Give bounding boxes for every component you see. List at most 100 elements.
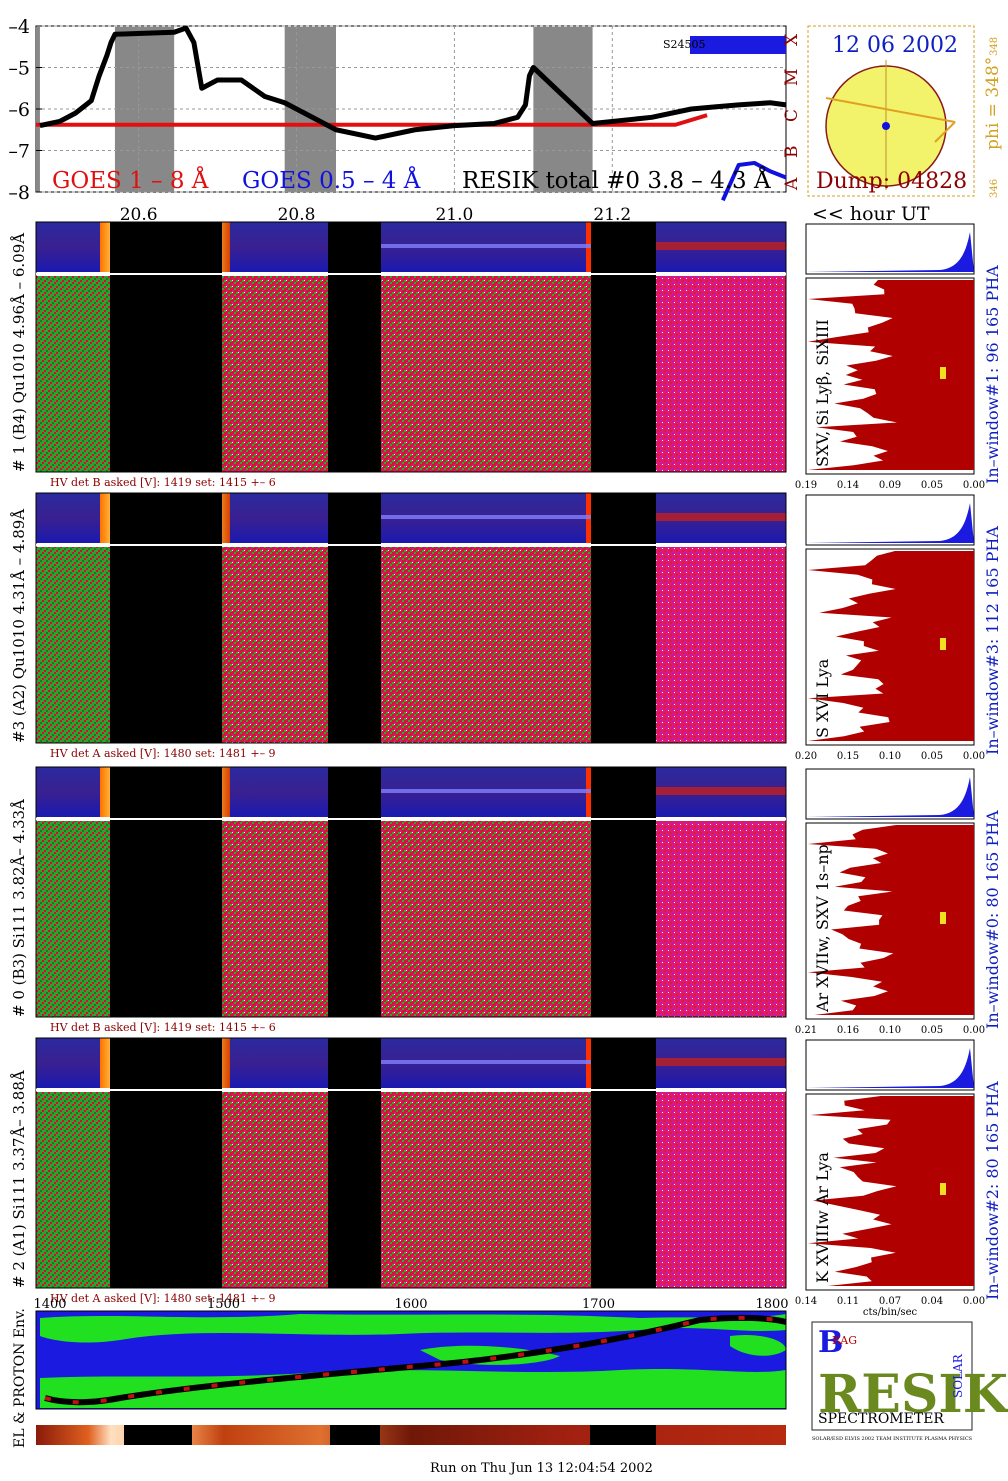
- class-a: A: [782, 177, 802, 191]
- header-line-2: [381, 1060, 591, 1064]
- data-gap-0: [110, 493, 222, 743]
- spectrogram-region-3: [656, 276, 786, 472]
- spacecraft-dot: [882, 122, 890, 130]
- data-gap-2: [591, 222, 656, 472]
- pha-tick-label-2: 0.10: [879, 751, 901, 762]
- pha-tick-label-4: 0.00: [963, 751, 985, 762]
- spectrogram-region-0: [36, 821, 110, 1017]
- line-label: SXV, Si Lyβ, SiXIII: [813, 319, 832, 467]
- pha-header-frame: [805, 768, 975, 820]
- pha-tick-label-3: 0.05: [921, 751, 943, 762]
- hv-label: HV det A asked [V]: 1480 set: 1481 +– 9: [50, 747, 276, 760]
- pha-tick-label-2: 0.09: [879, 480, 901, 491]
- spectrogram-region-2: [381, 547, 591, 743]
- count-band-gap-2: [330, 1425, 380, 1445]
- pha-fill: [808, 1096, 974, 1286]
- pha-tick-label-0: 0.19: [795, 480, 817, 491]
- logo-small-left: B: [818, 1325, 843, 1360]
- data-gap-1: [328, 493, 381, 743]
- phi-arrow: [825, 97, 956, 123]
- phi-small-a: 348: [989, 37, 1000, 56]
- data-gap-2: [591, 1038, 656, 1288]
- header-line-1: [656, 513, 786, 521]
- pha-tick-label-3: 0.05: [921, 480, 943, 491]
- data-gap-2: [591, 493, 656, 743]
- panel-frame: [35, 1037, 787, 1289]
- logo-small-tag: RAG: [832, 1334, 857, 1347]
- spectrogram-region-1: [222, 1092, 328, 1288]
- logo-solar: SOLAR: [951, 1353, 965, 1398]
- pha-tick-label-1: 0.11: [837, 1296, 859, 1307]
- data-gap-1: [328, 767, 381, 1017]
- pha-tick-label-1: 0.16: [837, 1025, 859, 1036]
- pha-tick-label-0: 0.21: [795, 1025, 817, 1036]
- class-x: X: [782, 33, 802, 46]
- date-label: 12 06 2002: [832, 33, 958, 58]
- data-gap-2: [591, 767, 656, 1017]
- window-label: In–window#1: 96 165 PHA: [983, 265, 1002, 484]
- panel-2: HV det A asked [V]: 1480 set: 1481 +– 9 #…: [10, 1037, 1002, 1318]
- pha-tick-label-4: 0.00: [963, 1296, 985, 1307]
- line-label: S XVI Lya: [813, 658, 832, 738]
- lightcurve-y-ticks: –4 –5 –6 –7 –8: [8, 16, 42, 204]
- series-line-1: [721, 160, 787, 202]
- legend-goes-long: GOES 1 – 8 Å: [52, 166, 209, 194]
- env-x-tick-label-2: 1600: [394, 1297, 427, 1312]
- x-tick-label-0: 20.6: [120, 205, 158, 225]
- pha-tick-label-2: 0.07: [879, 1296, 901, 1307]
- spectrogram-region-0: [36, 1092, 110, 1288]
- logo-subtitle: SPECTROMETER: [818, 1411, 944, 1427]
- phi-small-b: 346: [989, 179, 1000, 198]
- data-gap-0: [110, 767, 222, 1017]
- pha-tick-label-1: 0.14: [837, 480, 859, 491]
- pha-header-fill: [806, 503, 974, 543]
- panel-0: HV det B asked [V]: 1419 set: 1415 +– 6 #…: [10, 766, 1002, 1036]
- pha-header-fill: [806, 1048, 974, 1088]
- window-label: In–window#0: 80 165 PHA: [983, 810, 1002, 1029]
- hour-label: << hour UT: [812, 203, 930, 225]
- dump-label: Dump: 04828: [816, 169, 967, 194]
- spectrogram-region-1: [222, 821, 328, 1017]
- class-m: M: [782, 69, 802, 86]
- header-line-1: [656, 242, 786, 250]
- env-x-tick-label-4: 1800: [755, 1297, 788, 1312]
- pha-xlabel: cts/bin/sec: [863, 1307, 918, 1318]
- env-belt-south: [40, 1369, 786, 1408]
- data-gap-0: [110, 1038, 222, 1288]
- pha-fill: [808, 825, 974, 1015]
- x-tick-label-1: 20.8: [278, 205, 316, 225]
- pha-marker: [940, 367, 946, 379]
- pha-header-frame: [805, 494, 975, 546]
- spectrogram-region-2: [381, 821, 591, 1017]
- y-tick-label-3: –7: [8, 141, 30, 163]
- pha-tick-label-4: 0.00: [963, 1025, 985, 1036]
- spectrogram-region-1: [222, 276, 328, 472]
- x-tick-label-3: 21.2: [593, 205, 631, 225]
- pha-header-frame: [805, 1039, 975, 1091]
- legend-resik: RESIK total #0 3.8 – 4.3 Å: [462, 166, 771, 194]
- env-x-ticks: 1400 1500 1600 1700 1800: [33, 1297, 788, 1312]
- flare-class-axis: A B C M X: [782, 33, 802, 191]
- hv-label: HV det A asked [V]: 1480 set: 1481 +– 9: [50, 1292, 276, 1305]
- pha-tick-label-1: 0.15: [837, 751, 859, 762]
- spectrogram-region-2: [381, 1092, 591, 1288]
- environment-plot: 1400 1500 1600 1700 1800: [33, 1297, 789, 1445]
- lightcurve-x-ticks: 20.6 20.8 21.0 21.2: [120, 205, 632, 225]
- y-tick-label-1: –5: [8, 58, 30, 80]
- spectrogram-region-3: [656, 547, 786, 743]
- line-label: K XVIIIw Ar Lya: [813, 1152, 832, 1283]
- detector-label: # 1 (B4) Qu1010 4.96Å – 6.09Å: [10, 233, 28, 472]
- header-line-1: [656, 1058, 786, 1066]
- y-tick-label-4: –8: [8, 182, 30, 204]
- spectrometer-panels: HV det B asked [V]: 1419 set: 1415 +– 6 #…: [10, 221, 1002, 1318]
- window-label: In–window#3: 112 165 PHA: [983, 526, 1002, 755]
- lightcurve-grid: [36, 25, 786, 193]
- pha-fill: [808, 280, 974, 470]
- pha-header-fill: [806, 232, 974, 272]
- env-x-tick-label-1: 1500: [207, 1297, 240, 1312]
- line-label: Ar XVIIw, SXV 1s–np: [813, 844, 832, 1013]
- panel-1: HV det B asked [V]: 1419 set: 1415 +– 6 #…: [10, 221, 1002, 491]
- env-patch-2: [730, 1334, 786, 1356]
- window-label: In–window#2: 80 165 PHA: [983, 1081, 1002, 1300]
